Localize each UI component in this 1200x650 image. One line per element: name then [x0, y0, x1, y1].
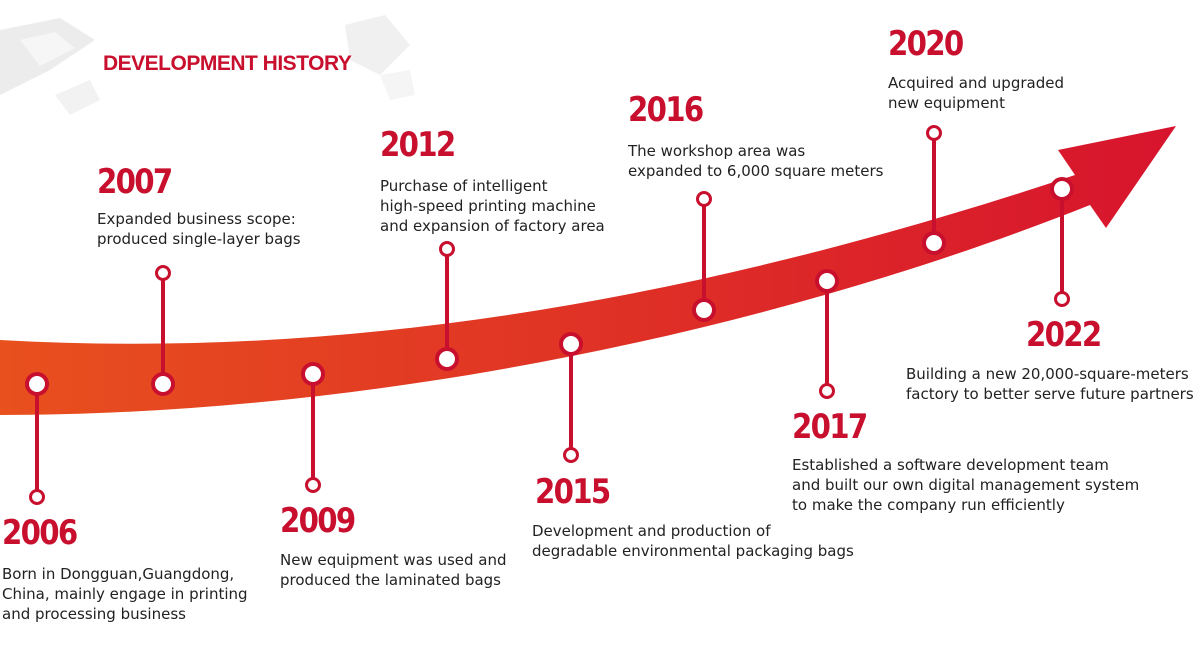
event-desc-2009: New equipment was used and produced the …	[280, 550, 507, 590]
event-desc-line: new equipment	[888, 94, 1005, 112]
year-2016: 2016	[628, 90, 704, 130]
event-desc-line: factory to better serve future partners	[906, 385, 1194, 403]
event-desc-line: and built our own digital management sys…	[792, 476, 1140, 494]
page-title: DEVELOPMENT HISTORY	[103, 52, 352, 75]
event-desc-2022: Building a new 20,000-square-meters fact…	[906, 364, 1194, 404]
timeline-node-2017	[815, 269, 839, 293]
year-2020: 2020	[888, 24, 964, 64]
event-desc-line: degradable environmental packaging bags	[532, 542, 854, 560]
timeline-arrow	[0, 126, 1176, 415]
event-desc-line: high-speed printing machine	[380, 197, 596, 215]
connector-end-dot-2016	[696, 191, 712, 207]
connector-end-dot-2012	[439, 241, 455, 257]
event-desc-line: Acquired and upgraded	[888, 74, 1064, 92]
timeline-node-2006	[25, 372, 49, 396]
event-desc-line: Building a new 20,000-square-meters	[906, 365, 1189, 383]
event-desc-line: China, mainly engage in printing	[2, 585, 248, 603]
timeline-node-2020	[922, 231, 946, 255]
year-2015: 2015	[535, 472, 611, 512]
timeline-node-2016	[692, 298, 716, 322]
connector-end-dot-2020	[926, 125, 942, 141]
background-decoration	[0, 15, 415, 115]
event-desc-line: and processing business	[2, 605, 186, 623]
decor-chevron-right-tail	[380, 70, 415, 100]
event-desc-line: Established a software development team	[792, 456, 1109, 474]
year-2006: 2006	[2, 513, 78, 553]
event-desc-line: and expansion of factory area	[380, 217, 605, 235]
event-desc-line: produced single-layer bags	[97, 230, 301, 248]
event-desc-line: Expanded business scope:	[97, 210, 296, 228]
connector-end-dot-2006	[29, 489, 45, 505]
connector-end-dot-2009	[305, 477, 321, 493]
event-desc-line: expanded to 6,000 square meters	[628, 162, 884, 180]
timeline-nodes	[25, 125, 1074, 505]
connector-end-dot-2022	[1054, 291, 1070, 307]
event-desc-2007: Expanded business scope: produced single…	[97, 209, 301, 249]
event-desc-2016: The workshop area was expanded to 6,000 …	[628, 141, 883, 181]
event-desc-2012: Purchase of intelligent high-speed print…	[380, 176, 605, 236]
timeline-node-2009	[301, 362, 325, 386]
timeline-node-2007	[151, 372, 175, 396]
event-desc-line: Development and production of	[532, 522, 771, 540]
year-2007: 2007	[97, 162, 173, 202]
decor-chevron-left-tail	[55, 80, 100, 115]
year-2012: 2012	[380, 125, 456, 165]
event-desc-2015: Development and production of degradable…	[532, 521, 854, 561]
event-desc-2006: Born in Dongguan,Guangdong, China, mainl…	[2, 564, 248, 624]
timeline-node-2012	[435, 347, 459, 371]
event-desc-line: Purchase of intelligent	[380, 177, 548, 195]
event-desc-2020: Acquired and upgraded new equipment	[888, 73, 1064, 113]
decor-chevron-left-inner	[20, 32, 75, 66]
event-desc-line: Born in Dongguan,Guangdong,	[2, 565, 235, 583]
timeline-node-2022	[1050, 177, 1074, 201]
event-desc-2017: Established a software development team …	[792, 455, 1139, 515]
connectors	[35, 133, 1064, 497]
connector-end-dot-2007	[155, 265, 171, 281]
event-desc-line: New equipment was used and	[280, 551, 507, 569]
connector-end-dot-2015	[563, 447, 579, 463]
event-desc-line: produced the laminated bags	[280, 571, 502, 589]
year-2017: 2017	[792, 407, 868, 447]
connector-end-dot-2017	[819, 383, 835, 399]
event-desc-line: The workshop area was	[628, 142, 806, 160]
year-2022: 2022	[1026, 315, 1102, 355]
year-2009: 2009	[280, 501, 356, 541]
event-desc-line: to make the company run efficiently	[792, 496, 1065, 514]
timeline-node-2015	[559, 332, 583, 356]
decor-chevron-right	[345, 15, 410, 75]
